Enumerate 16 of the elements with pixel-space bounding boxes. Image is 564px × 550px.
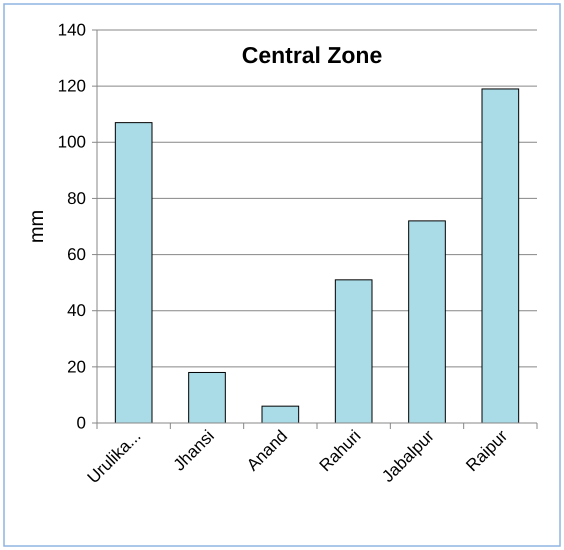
y-tick-label: 100: [58, 132, 86, 152]
text: Central Zone: [242, 42, 382, 68]
bar: [334, 279, 372, 424]
bar: [408, 220, 446, 424]
bar: [262, 406, 300, 424]
y-tick-label: 120: [58, 76, 86, 96]
y-tick-label: 60: [67, 245, 86, 264]
y-tick-label: 0: [76, 413, 86, 432]
y-tick-label: 40: [67, 301, 86, 320]
y-tick-label: 80: [67, 188, 86, 208]
y-axis-title: mm: [26, 210, 48, 244]
y-tick-label: 20: [67, 357, 86, 376]
y-tick-label: 140: [58, 20, 86, 40]
bar: [188, 372, 226, 424]
bar: [114, 122, 152, 424]
bar: [482, 88, 520, 424]
